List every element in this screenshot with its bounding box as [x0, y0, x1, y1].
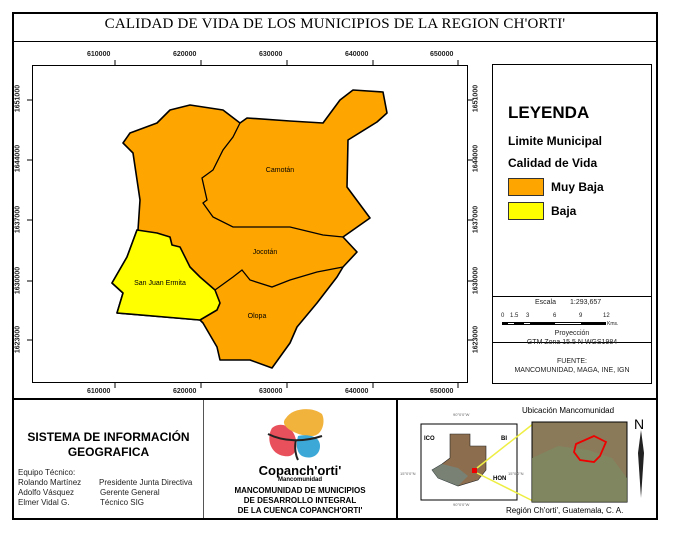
label-olopa: Olopa: [248, 313, 267, 320]
legend-muy-baja: Muy Baja: [551, 180, 604, 194]
x-tick-bottom: 650000: [430, 388, 454, 395]
source-value: MANCOMUNIDAD, MAGA, INE, IGN: [514, 367, 630, 374]
scale-tick: 0: [501, 313, 505, 319]
x-tick-top: 630000: [259, 51, 283, 58]
sig-title-1: SISTEMA DE INFORMACIÓN: [27, 430, 190, 444]
chorti-region-outline: [573, 435, 608, 463]
x-tick-bottom: 610000: [87, 388, 111, 395]
north-arrow-icon: [638, 430, 644, 498]
logo-text: Copanch'orti': [258, 463, 342, 478]
belize-label: BI: [501, 436, 507, 442]
team-name: Adolfo Vásquez: [18, 488, 75, 497]
divider: [14, 41, 658, 42]
x-tick-top: 610000: [87, 51, 111, 58]
x-tick-top: 650000: [430, 51, 454, 58]
swatch-baja: [508, 202, 544, 220]
mancomunidad-line-3: DE LA CUENCA COPANCH'ORTI': [237, 506, 363, 515]
region-marker: [472, 468, 477, 473]
sig-panel: SISTEMA DE INFORMACIÓN GEOGRAFICA Equipo…: [14, 398, 203, 518]
team-name: Elmer Vidal G.: [18, 498, 70, 507]
scale-unit: Kms.: [607, 321, 619, 327]
mancomunidad-line-1: MANCOMUNIDAD DE MUNICIPIOS: [234, 486, 366, 495]
divider: [492, 296, 652, 297]
scale-tick: 9: [579, 313, 583, 319]
boundary-camotan: [201, 122, 344, 238]
label-jocotan: Jocotán: [253, 249, 278, 256]
divider: [492, 342, 652, 343]
scale-tick: 6: [553, 313, 557, 319]
honduras-label: HON: [493, 476, 507, 482]
map-frame: [32, 65, 468, 383]
lat-label: 15°0'0"N: [400, 471, 416, 476]
x-tick-bottom: 640000: [345, 388, 369, 395]
label-san-juan-ermita: San Juan Ermita: [134, 280, 186, 287]
legend-calidad: Calidad de Vida: [508, 156, 598, 170]
legend-limite: Limite Municipal: [508, 134, 603, 148]
scale-tick: 1.5: [510, 313, 519, 319]
scale-tick: 3: [526, 313, 530, 319]
boundary-olopa: [214, 266, 344, 291]
source-label: FUENTE:: [557, 358, 587, 365]
x-tick-top: 640000: [345, 51, 369, 58]
divider: [203, 400, 204, 518]
divider: [396, 400, 398, 518]
scale-label: Escala: [535, 299, 557, 306]
lon-label-top: 90°0'0"W: [453, 412, 470, 417]
mancomunidad-line-2: DE DESARROLLO INTEGRAL: [243, 496, 357, 505]
lon-label-bottom: 90°0'0"W: [453, 502, 470, 507]
municipality-san-juan-ermita[interactable]: [111, 229, 221, 321]
team-role: Gerente General: [100, 488, 160, 497]
scale-bar-segment: [524, 323, 530, 324]
x-tick-bottom: 620000: [173, 388, 197, 395]
scale-bar-segment: [508, 323, 514, 324]
highlands-shading: [432, 464, 468, 486]
scale-value: 1:293,657: [570, 299, 602, 306]
footer-divider: [14, 398, 658, 522]
inset-caption: Región Ch'orti', Guatemala, C. A.: [506, 506, 624, 515]
mancomunidad-panel: Copanch'orti' Mancomunidad MANCOMUNIDAD …: [204, 398, 396, 518]
team-label: Equipo Técnico:: [18, 468, 76, 477]
x-tick-top: 620000: [173, 51, 197, 58]
map-title: CALIDAD DE VIDA DE LOS MUNICIPIOS DE LA …: [104, 16, 566, 32]
label-camotan: Camotán: [266, 167, 295, 174]
logo-subtext: Mancomunidad: [277, 477, 322, 483]
scale-bar: [502, 322, 606, 325]
legend-box: [492, 64, 652, 384]
north-label: N: [634, 416, 645, 432]
location-panel: Ubicación Mancomunidad N ICO HON BI 90°0…: [398, 398, 658, 518]
mexico-label: ICO: [424, 436, 435, 442]
scale-tick: 12: [603, 313, 610, 319]
zoom-line: [476, 472, 534, 502]
x-tick-bottom: 630000: [259, 388, 283, 395]
region-muy-baja[interactable]: [111, 89, 388, 369]
projection-label: Proyección: [554, 330, 590, 337]
outer-frame: [12, 12, 658, 520]
sig-title-2: GEOGRAFICA: [67, 445, 150, 459]
team-role: Técnico SIG: [100, 498, 145, 507]
copanchorti-logo: [267, 409, 324, 461]
legend-baja: Baja: [551, 204, 577, 218]
team-name: Rolando Martínez: [18, 478, 82, 487]
zoom-line: [476, 423, 534, 469]
swatch-muy-baja: [508, 178, 544, 196]
team-role: Presidente Junta Directiva: [99, 478, 193, 487]
inset-title: Ubicación Mancomunidad: [522, 406, 615, 415]
scale-bar-segment: [555, 323, 581, 324]
inset-maps: [420, 421, 644, 503]
terrain-shading: [532, 446, 627, 502]
projection-value: GTM Zona 15.5 N WGS1984: [526, 339, 618, 346]
legend-title: LEYENDA: [508, 103, 590, 122]
lat-label-2: 15°0'0"N: [508, 471, 524, 476]
